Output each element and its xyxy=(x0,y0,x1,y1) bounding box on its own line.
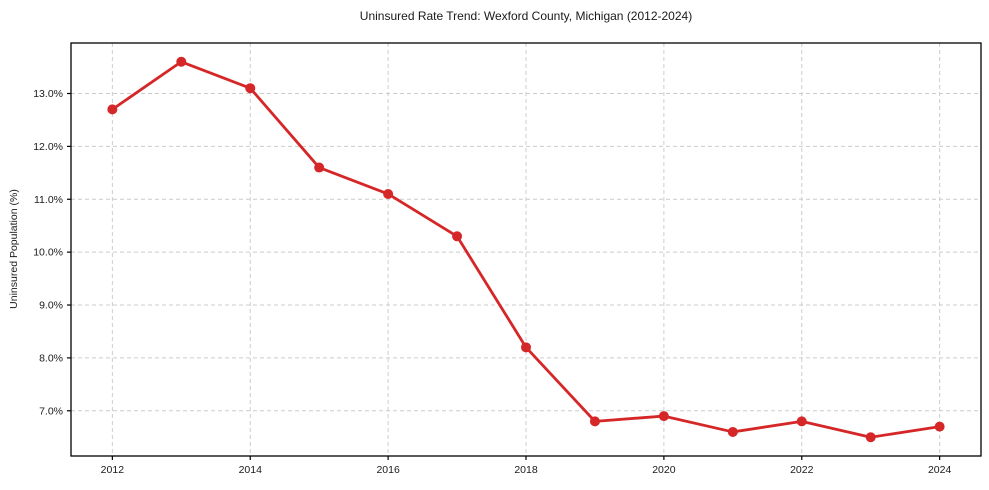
data-point xyxy=(452,231,463,242)
data-point xyxy=(796,416,807,427)
y-tick-label: 13.0% xyxy=(33,88,63,100)
data-point xyxy=(589,416,600,427)
y-tick-label: 8.0% xyxy=(39,352,63,364)
y-tick-label: 7.0% xyxy=(39,405,63,417)
x-tick-label: 2020 xyxy=(652,464,676,476)
data-point xyxy=(658,411,669,422)
x-tick-label: 2018 xyxy=(514,464,538,476)
x-tick-label: 2012 xyxy=(101,464,125,476)
data-point xyxy=(176,56,187,67)
y-tick-label: 10.0% xyxy=(33,247,63,259)
x-tick-label: 2024 xyxy=(928,464,952,476)
y-tick-label: 12.0% xyxy=(33,141,63,153)
chart-title: Uninsured Rate Trend: Wexford County, Mi… xyxy=(359,9,693,23)
x-tick-label: 2014 xyxy=(239,464,263,476)
x-tick-label: 2016 xyxy=(376,464,400,476)
data-point xyxy=(865,432,876,443)
data-point xyxy=(383,188,394,199)
data-point xyxy=(521,342,531,353)
data-point xyxy=(314,162,325,173)
data-point xyxy=(245,83,256,94)
data-point xyxy=(107,104,118,115)
y-tick-label: 9.0% xyxy=(39,300,63,312)
data-point xyxy=(934,421,945,432)
data-point xyxy=(727,426,738,437)
x-tick-label: 2022 xyxy=(790,464,814,476)
y-tick-label: 11.0% xyxy=(34,194,63,206)
